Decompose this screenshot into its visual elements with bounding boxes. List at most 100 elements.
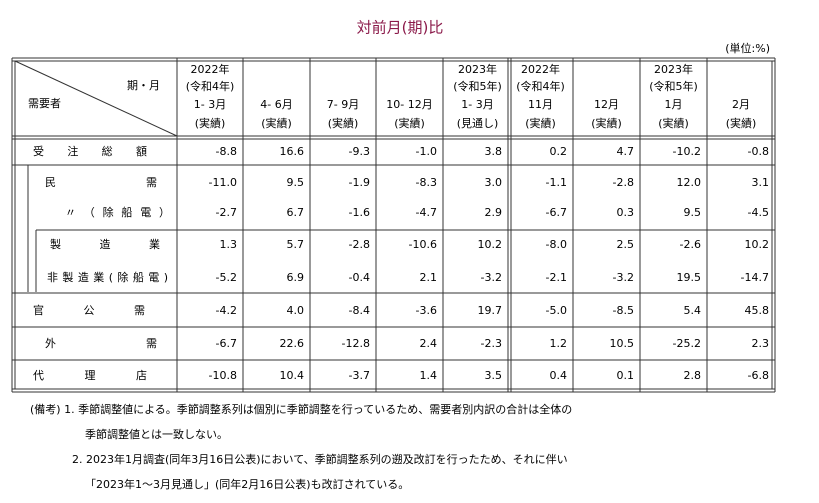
row-label: 非製造業(除船電) (47, 270, 168, 284)
cell: 0.3 (617, 206, 635, 219)
cell: -8.5 (613, 304, 634, 317)
note: (備考) 1. 季節調整値による。季節調整系列は個別に季節調整を行っているため、… (30, 402, 572, 416)
corner-bottom: 需要者 (28, 97, 61, 110)
column-header: (令和5年) (453, 79, 502, 93)
cell: 16.6 (280, 145, 305, 158)
cell: -1.0 (416, 145, 437, 158)
cell: 9.5 (684, 206, 702, 219)
cell: -1.6 (349, 206, 370, 219)
cell: 1.4 (420, 369, 438, 382)
cell: 2.3 (752, 337, 770, 350)
column-header: 2022年 (521, 62, 560, 76)
row-label: 受注総額 (33, 144, 147, 158)
row-label: 〃（除船電） (65, 205, 170, 219)
cell: 3.0 (485, 176, 503, 189)
column-header: 4- 6月 (260, 98, 292, 111)
cell: -6.7 (546, 206, 567, 219)
cell: -5.2 (216, 271, 237, 284)
cell: 10.2 (478, 238, 503, 251)
column-header: 10- 12月 (386, 98, 432, 111)
column-header: (実績) (261, 116, 292, 130)
cell: -10.6 (409, 238, 437, 251)
row-label: 外需 (45, 337, 157, 350)
cell: 2.1 (420, 271, 438, 284)
column-header: 1- 3月 (461, 98, 493, 111)
cell: 1.3 (220, 238, 238, 251)
cell: 19.7 (478, 304, 503, 317)
cell: 2.8 (684, 369, 702, 382)
cell: 45.8 (745, 304, 770, 317)
column-header: 2022年 (191, 62, 230, 76)
cell: -11.0 (209, 176, 237, 189)
column-header: 12月 (594, 98, 619, 111)
column-header: 2月 (732, 98, 750, 111)
column-header: 11月 (528, 98, 553, 111)
note: 2. 2023年1月調査(同年3月16日公表)において、季節調整系列の遡及改訂を… (72, 452, 568, 466)
cell: 4.0 (287, 304, 305, 317)
column-header: (実績) (591, 116, 622, 130)
column-header: (実績) (328, 116, 359, 130)
cell: -1.9 (349, 176, 370, 189)
column-header: 2023年 (654, 62, 693, 76)
column-header: (令和4年) (516, 79, 565, 93)
cell: -3.6 (416, 304, 437, 317)
cell: -2.6 (680, 238, 701, 251)
row-label: 民需 (45, 176, 157, 189)
cell: -2.7 (216, 206, 237, 219)
column-header: (実績) (726, 116, 757, 130)
column-header: (実績) (658, 116, 689, 130)
corner-top: 期・月 (127, 79, 160, 92)
cell: 4.7 (617, 145, 635, 158)
column-header: 1- 3月 (194, 98, 226, 111)
column-header: (実績) (525, 116, 556, 130)
cell: 0.2 (550, 145, 568, 158)
cell: 0.1 (617, 369, 635, 382)
cell: -3.2 (613, 271, 634, 284)
cell: 6.7 (287, 206, 305, 219)
cell: -8.8 (216, 145, 237, 158)
cell: -6.8 (748, 369, 769, 382)
cell: -5.0 (546, 304, 567, 317)
cell: 2.4 (420, 337, 438, 350)
cell: 10.4 (280, 369, 305, 382)
cell: -8.0 (546, 238, 567, 251)
cell: -12.8 (342, 337, 370, 350)
cell: -9.3 (349, 145, 370, 158)
column-header: 7- 9月 (327, 98, 359, 111)
cell: 2.5 (617, 238, 635, 251)
cell: 3.8 (485, 145, 503, 158)
cell: 3.1 (752, 176, 770, 189)
column-header: (見通し) (457, 117, 499, 130)
cell: -3.2 (481, 271, 502, 284)
column-header: (令和4年) (186, 79, 235, 93)
cell: -1.1 (546, 176, 567, 189)
row-label: 代理店 (33, 368, 147, 382)
row-label: 製造業 (50, 237, 160, 251)
cell: 2.9 (485, 206, 503, 219)
cell: 10.2 (745, 238, 770, 251)
column-header: 2023年 (458, 62, 497, 76)
cell: -14.7 (741, 271, 769, 284)
column-header: (令和5年) (649, 79, 698, 93)
cell: -0.8 (748, 145, 769, 158)
note: 「2023年1～3月見通し」(同年2月16日公表)も改訂されている。 (85, 477, 409, 491)
cell: -10.8 (209, 369, 237, 382)
unit: (単位:%) (725, 41, 770, 55)
cell: -4.7 (416, 206, 437, 219)
cell: 1.2 (550, 337, 568, 350)
cell: -8.4 (349, 304, 370, 317)
cell: 3.5 (485, 369, 503, 382)
cell: 10.5 (610, 337, 635, 350)
rule (14, 60, 178, 137)
cell: 22.6 (280, 337, 305, 350)
cell: -2.1 (546, 271, 567, 284)
cell: -25.2 (673, 337, 701, 350)
cell: 6.9 (287, 271, 305, 284)
cell: -2.3 (481, 337, 502, 350)
title: 対前月(期)比 (357, 19, 444, 37)
cell: -0.4 (349, 271, 370, 284)
column-header: 1月 (665, 98, 683, 111)
cell: 9.5 (287, 176, 305, 189)
cell: 0.4 (550, 369, 568, 382)
